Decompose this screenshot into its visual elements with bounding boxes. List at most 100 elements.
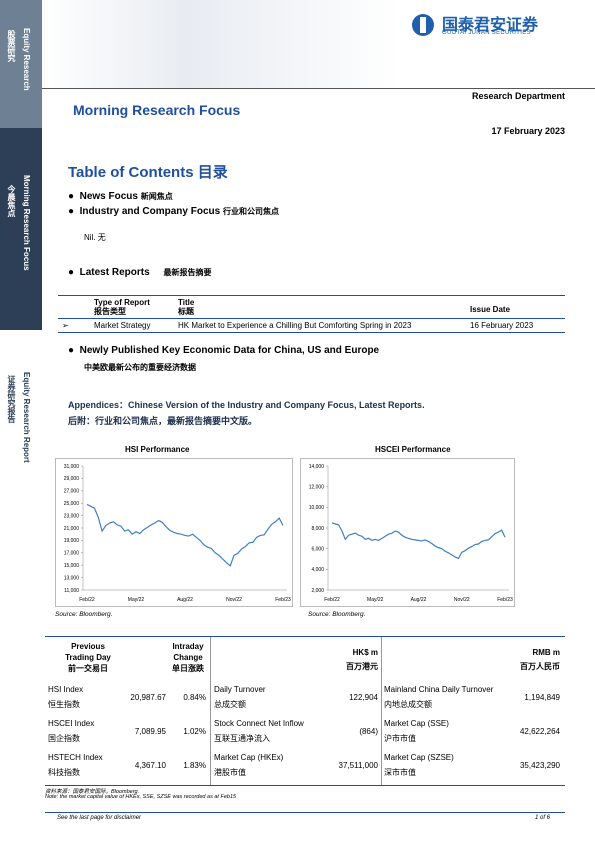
line (86, 503, 284, 567)
toc-en: Table of Contents (68, 164, 194, 181)
appendix: Appendices：Chinese Version of the Indust… (68, 400, 425, 410)
x-tick-label: Aug/22 (177, 597, 193, 603)
y-tick-label: 27,000 (64, 489, 80, 495)
th-line: Trading Day (65, 653, 111, 662)
td: Market Strategy (94, 321, 151, 330)
item-en: News Focus (79, 191, 138, 202)
sidebar-text: Equity Research (22, 28, 31, 91)
y-tick-label: 11,000 (64, 588, 79, 594)
line (331, 522, 506, 560)
x-tick-label: Nov/22 (454, 597, 470, 603)
sidebar-text: 股票研究 (7, 30, 16, 62)
sidebar-mid (0, 128, 42, 330)
report-name: Morning Research Focus (73, 102, 241, 118)
x-tick-label: May/22 (367, 597, 384, 603)
item: ● Latest Reports 最新报告摘要 (68, 267, 212, 278)
y-tick-label: 12,000 (309, 484, 325, 490)
index-name: HSCEI Index (48, 719, 95, 728)
prev-close: 7,089.95 (134, 727, 166, 736)
y-tick-label: 10,000 (309, 505, 325, 511)
y-tick-label: 14,000 (309, 464, 325, 470)
sidebar-text: Equity Research Report (22, 372, 31, 463)
th: HK$ m 百万港元 (330, 646, 378, 674)
table-source: 资料来源：国泰君安国际，Bloomberg. (45, 789, 140, 795)
sidebar-text: 今晨焦点 (7, 185, 16, 217)
x-tick-label: May/22 (128, 597, 145, 603)
th: RMB m 百万人民币 (500, 646, 560, 674)
item: ● Newly Published Key Economic Data for … (68, 345, 380, 356)
y-tick-label: 4,000 (311, 567, 324, 573)
chart-frame (300, 458, 515, 607)
y-tick-label: 6,000 (311, 546, 324, 552)
item-cn: 新闻焦点 (140, 192, 173, 201)
metric-cn: 总成交额 (214, 700, 246, 709)
logo-cn: 国泰君安证券 (442, 17, 539, 34)
index-cn: 恒生指数 (48, 700, 80, 709)
rule (42, 88, 595, 89)
index-cn: 科技指数 (48, 768, 80, 777)
y-tick-label: 19,000 (64, 538, 80, 544)
change: 1.83% (183, 761, 206, 770)
th-line: HK$ m (352, 648, 378, 657)
banner (42, 0, 402, 88)
chart: 11,000 13,000 15,000 17,000 19,000 21,000 23,0… (55, 458, 293, 607)
source: Source: Bloomberg. (308, 611, 366, 618)
th-line: RMB m (532, 648, 560, 657)
th-line: 百万港元 (346, 662, 378, 671)
metric-value: 122,904 (349, 693, 378, 702)
th-line: Previous (71, 642, 105, 651)
metric: Market Cap (HKEx) (214, 753, 284, 762)
y-tick-label: 23,000 (64, 513, 80, 519)
y-tick-label: 29,000 (64, 476, 80, 482)
arrow: ➢ (62, 321, 69, 330)
th: Type of Report 报告类型 (94, 298, 150, 316)
metric-cn: 内地总成交额 (384, 700, 432, 709)
x-tick-label: Nov/22 (226, 597, 242, 603)
metric-cn: 港股市值 (214, 768, 246, 777)
item-en: Newly Published Key Economic Data for Ch… (79, 345, 380, 356)
th: Issue Date (470, 305, 511, 314)
change: 0.84% (183, 693, 206, 702)
x-tick-label: Feb/23 (275, 597, 291, 603)
th-line: 前一交易日 (68, 664, 108, 673)
td: 16 February 2023 (470, 321, 534, 330)
nil: Nil. 无 (84, 233, 106, 242)
item-en: Industry and Company Focus (79, 206, 221, 217)
th-line: Intraday (172, 642, 204, 651)
th-line: 单日涨跌 (172, 664, 204, 673)
y-tick-label: 13,000 (64, 575, 80, 581)
metric-value: 1,194,849 (524, 693, 560, 702)
th-line: Change (173, 653, 203, 662)
logo-icon (412, 14, 434, 36)
toc-title: Table of Contents 目录 (68, 161, 228, 182)
prev-close: 20,987.67 (130, 693, 166, 702)
change: 1.02% (183, 727, 206, 736)
y-tick-label: 17,000 (64, 551, 80, 557)
th-en: Type of Report (94, 298, 150, 307)
item-cn: 中美欧最新公布的重要经济数据 (84, 363, 196, 372)
table-rule (58, 295, 565, 296)
metric: Market Cap (SSE) (384, 719, 449, 728)
y-tick-label: 15,000 (64, 563, 80, 569)
th-cn: 报告类型 (94, 307, 126, 316)
y-tick-label: 8,000 (311, 526, 324, 532)
th-cn: 标题 (178, 307, 194, 316)
footer-rule (45, 812, 565, 813)
metric-value: 42,622,264 (519, 727, 560, 736)
table-rule (45, 785, 565, 786)
metric-cn: 互联互通净流入 (214, 734, 270, 743)
metric-value: 37,511,000 (338, 761, 378, 770)
index-name: HSI Index (48, 685, 84, 694)
th: Previous Trading Day 前一交易日 (58, 641, 118, 674)
chart-frame (55, 458, 293, 607)
item-cn: 行业和公司焦点 (222, 207, 279, 216)
metric: Stock Connect Net Inflow (214, 719, 304, 728)
y-tick-label: 21,000 (64, 526, 80, 532)
disclaimer: See the last page for disclaimer (57, 815, 142, 821)
metric: Mainland China Daily Turnover (384, 685, 494, 694)
y-tick-label: 25,000 (64, 501, 80, 507)
y-tick-label: 31,000 (64, 464, 80, 470)
x-tick-label: Feb/23 (497, 597, 513, 603)
th: Intraday Change 单日涨跌 (168, 641, 208, 674)
department: Research Department (471, 91, 565, 101)
